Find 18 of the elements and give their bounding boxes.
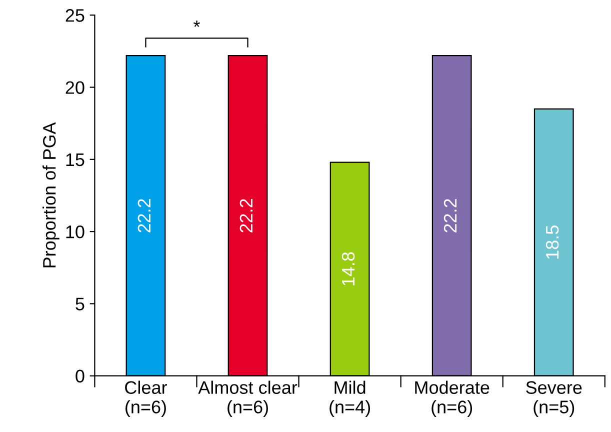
y-tick-label: 20 [66, 81, 84, 94]
data-label: 14.8 [342, 252, 355, 286]
y-tick-label: 5 [76, 298, 84, 310]
y-tick-label: 10 [66, 225, 84, 238]
data-label: 18.5 [546, 226, 559, 259]
y-axis-title: Proportion of PGA [42, 122, 60, 268]
x-tick-label: Mild (n=4) [330, 380, 370, 417]
data-label: 22.2 [444, 199, 457, 232]
x-tick-label: Severe (n=5) [526, 381, 582, 417]
annotation: * [194, 20, 200, 27]
data-label: 22.2 [138, 199, 150, 232]
x-tick-label: Clear (n=6) [125, 380, 167, 417]
data-label: 22.2 [240, 199, 252, 232]
y-tick-label: 15 [66, 154, 84, 166]
y-tick-label: 0 [76, 370, 84, 383]
x-tick-label: Almost clear (n=6) [198, 380, 298, 417]
x-tick-label: Moderate (n=6) [415, 380, 490, 417]
y-tick-label: 25 [66, 9, 84, 22]
